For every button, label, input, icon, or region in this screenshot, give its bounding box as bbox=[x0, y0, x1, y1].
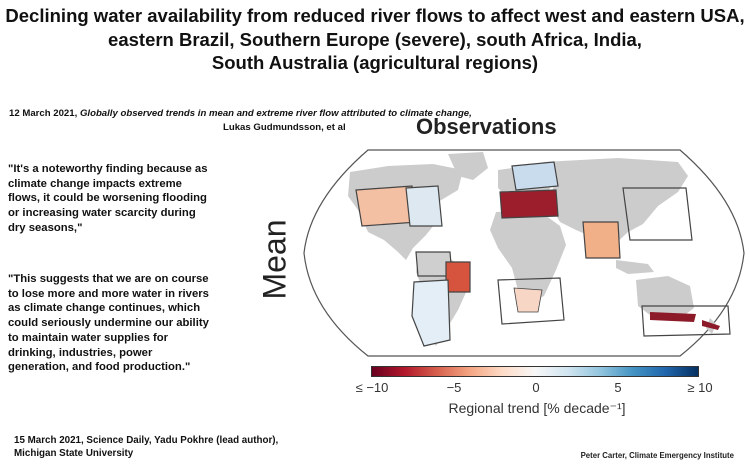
africa-land bbox=[490, 210, 566, 304]
colorbar-tick-min: ≤ −10 bbox=[355, 380, 389, 395]
citation-date: 12 March 2021, bbox=[9, 108, 78, 119]
image-credit: Peter Carter, Climate Emergency Institut… bbox=[580, 451, 734, 460]
colorbar-tick-pos5: 5 bbox=[614, 380, 622, 395]
box-australia bbox=[641, 305, 731, 337]
box-europe-north bbox=[511, 161, 559, 191]
citation-authors: Lukas Gudmundsson, et al bbox=[223, 122, 346, 133]
colorbar bbox=[371, 366, 699, 377]
headline-line-2: eastern Brazil, Southern Europe (severe)… bbox=[108, 28, 642, 50]
colorbar-tick-max: ≥ 10 bbox=[687, 380, 713, 395]
citation-title: Globally observed trends in mean and ext… bbox=[79, 108, 472, 119]
row-label: Mean bbox=[256, 218, 293, 300]
headline: Declining water availability from reduce… bbox=[0, 4, 750, 75]
headline-line-3: South Australia (agricultural regions) bbox=[211, 52, 539, 73]
citation-authors-line: x bbox=[9, 121, 14, 135]
box-southern-africa bbox=[497, 277, 565, 325]
box-south-asia bbox=[582, 221, 621, 259]
panel-title: Observations bbox=[416, 114, 557, 139]
news-source-line-1: 15 March 2021, Science Daily, Yadu Pokhr… bbox=[14, 435, 279, 446]
australia-land bbox=[636, 276, 694, 320]
greenland-land bbox=[448, 152, 488, 180]
box-east-asia bbox=[622, 187, 693, 241]
asia-land bbox=[543, 158, 688, 252]
news-source: 15 March 2021, Science Daily, Yadu Pokhr… bbox=[14, 434, 278, 460]
region-new-zealand-trend bbox=[702, 320, 720, 330]
colorbar-label: Regional trend [% decade⁻¹] bbox=[448, 400, 626, 416]
region-australia-trend bbox=[650, 312, 696, 322]
world-map bbox=[303, 149, 745, 357]
box-europe-south bbox=[499, 189, 559, 219]
colorbar-tick-zero: 0 bbox=[532, 380, 540, 395]
region-southern-africa-trend bbox=[513, 287, 543, 313]
box-eastern-brazil bbox=[445, 261, 471, 293]
headline-line-1: Declining water availability from reduce… bbox=[5, 5, 745, 26]
colorbar-tick-neg5: −5 bbox=[446, 380, 462, 395]
paper-citation: 12 March 2021, Globally observed trends … bbox=[9, 107, 472, 121]
quote-second: "This suggests that we are on course to … bbox=[8, 273, 209, 374]
box-southern-south-america bbox=[411, 279, 451, 347]
indonesia-land bbox=[616, 260, 654, 274]
box-eastern-usa bbox=[405, 185, 443, 227]
quote-first: "It's a noteworthy finding because as cl… bbox=[8, 163, 208, 234]
news-source-line-2: Michigan State University bbox=[14, 448, 134, 459]
